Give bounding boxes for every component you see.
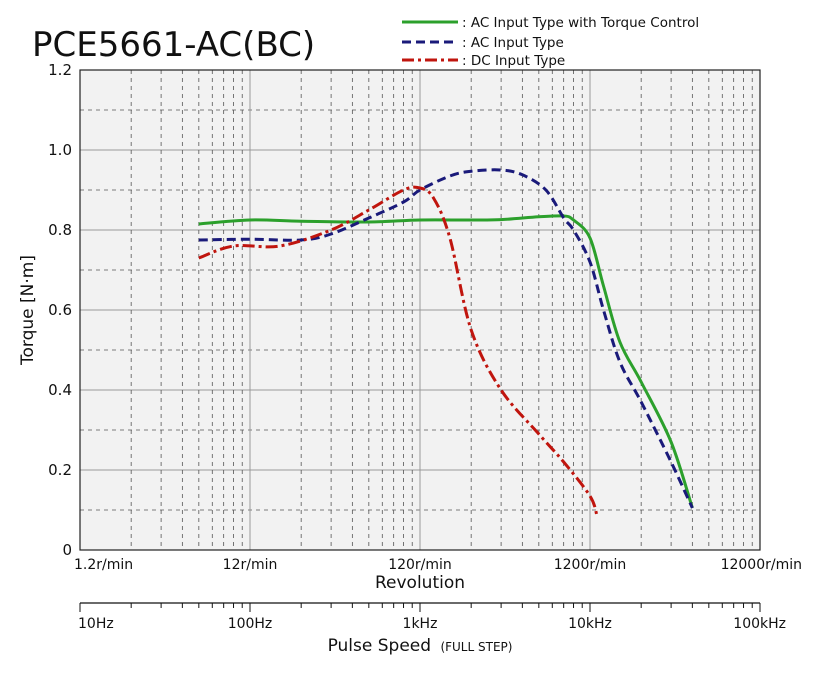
x-tick-label-revolution: 1.2r/min — [74, 557, 133, 573]
pulse-speed-label: Pulse Speed (FULL STEP) — [328, 636, 513, 656]
chart-title: PCE5661-AC(BC) — [32, 25, 315, 65]
y-tick-label: 0.6 — [48, 301, 72, 319]
y-tick-label: 0 — [62, 541, 72, 559]
series-line-0 — [198, 214, 694, 509]
y-tick-label: 1.2 — [48, 61, 72, 79]
series-line-1 — [198, 168, 694, 509]
x-tick-label-pulse-speed: 1kHz — [403, 616, 438, 632]
series-line-2 — [198, 185, 599, 517]
x-tick-label-revolution: 1200r/min — [554, 557, 627, 573]
x-tick-label-pulse-speed: 100Hz — [228, 616, 273, 632]
y-tick-label: 0.2 — [48, 461, 72, 479]
y-tick-label: 0.4 — [48, 381, 72, 399]
legend-label-ac: : AC Input Type — [462, 35, 564, 51]
tick-labels: 0 0.2 0.4 0.6 0.8 1.0 1.2 1.2r/min 12r/min 120r/m… — [48, 61, 802, 573]
x-axis-label: Revolution — [375, 573, 465, 593]
x-tick-label-pulse-speed: 10kHz — [568, 616, 612, 632]
legend-label-ac-torque: : AC Input Type with Torque Control — [462, 15, 699, 31]
pulse-speed-label-note: (FULL STEP) — [440, 640, 512, 654]
pulse-speed-label-main: Pulse Speed — [328, 636, 431, 656]
x-tick-label-revolution: 12000r/min — [721, 557, 802, 573]
x-tick-label-revolution: 120r/min — [388, 557, 452, 573]
x-tick-label-revolution: 12r/min — [223, 557, 278, 573]
x-tick-label-pulse-speed: 10Hz — [78, 616, 114, 632]
series-lines — [198, 168, 694, 517]
pulse-speed-axis: 10Hz 100Hz 1kHz 10kHz 100kHz — [78, 602, 786, 632]
grid — [80, 70, 760, 550]
y-tick-label: 1.0 — [48, 141, 72, 159]
x-tick-label-pulse-speed: 100kHz — [733, 616, 786, 632]
legend-label-dc: : DC Input Type — [462, 53, 565, 69]
legend: : AC Input Type with Torque Control : AC… — [402, 15, 699, 69]
y-tick-label: 0.8 — [48, 221, 72, 239]
plot-frame — [79, 69, 761, 551]
y-axis-label: Torque [N·m] — [18, 255, 38, 366]
